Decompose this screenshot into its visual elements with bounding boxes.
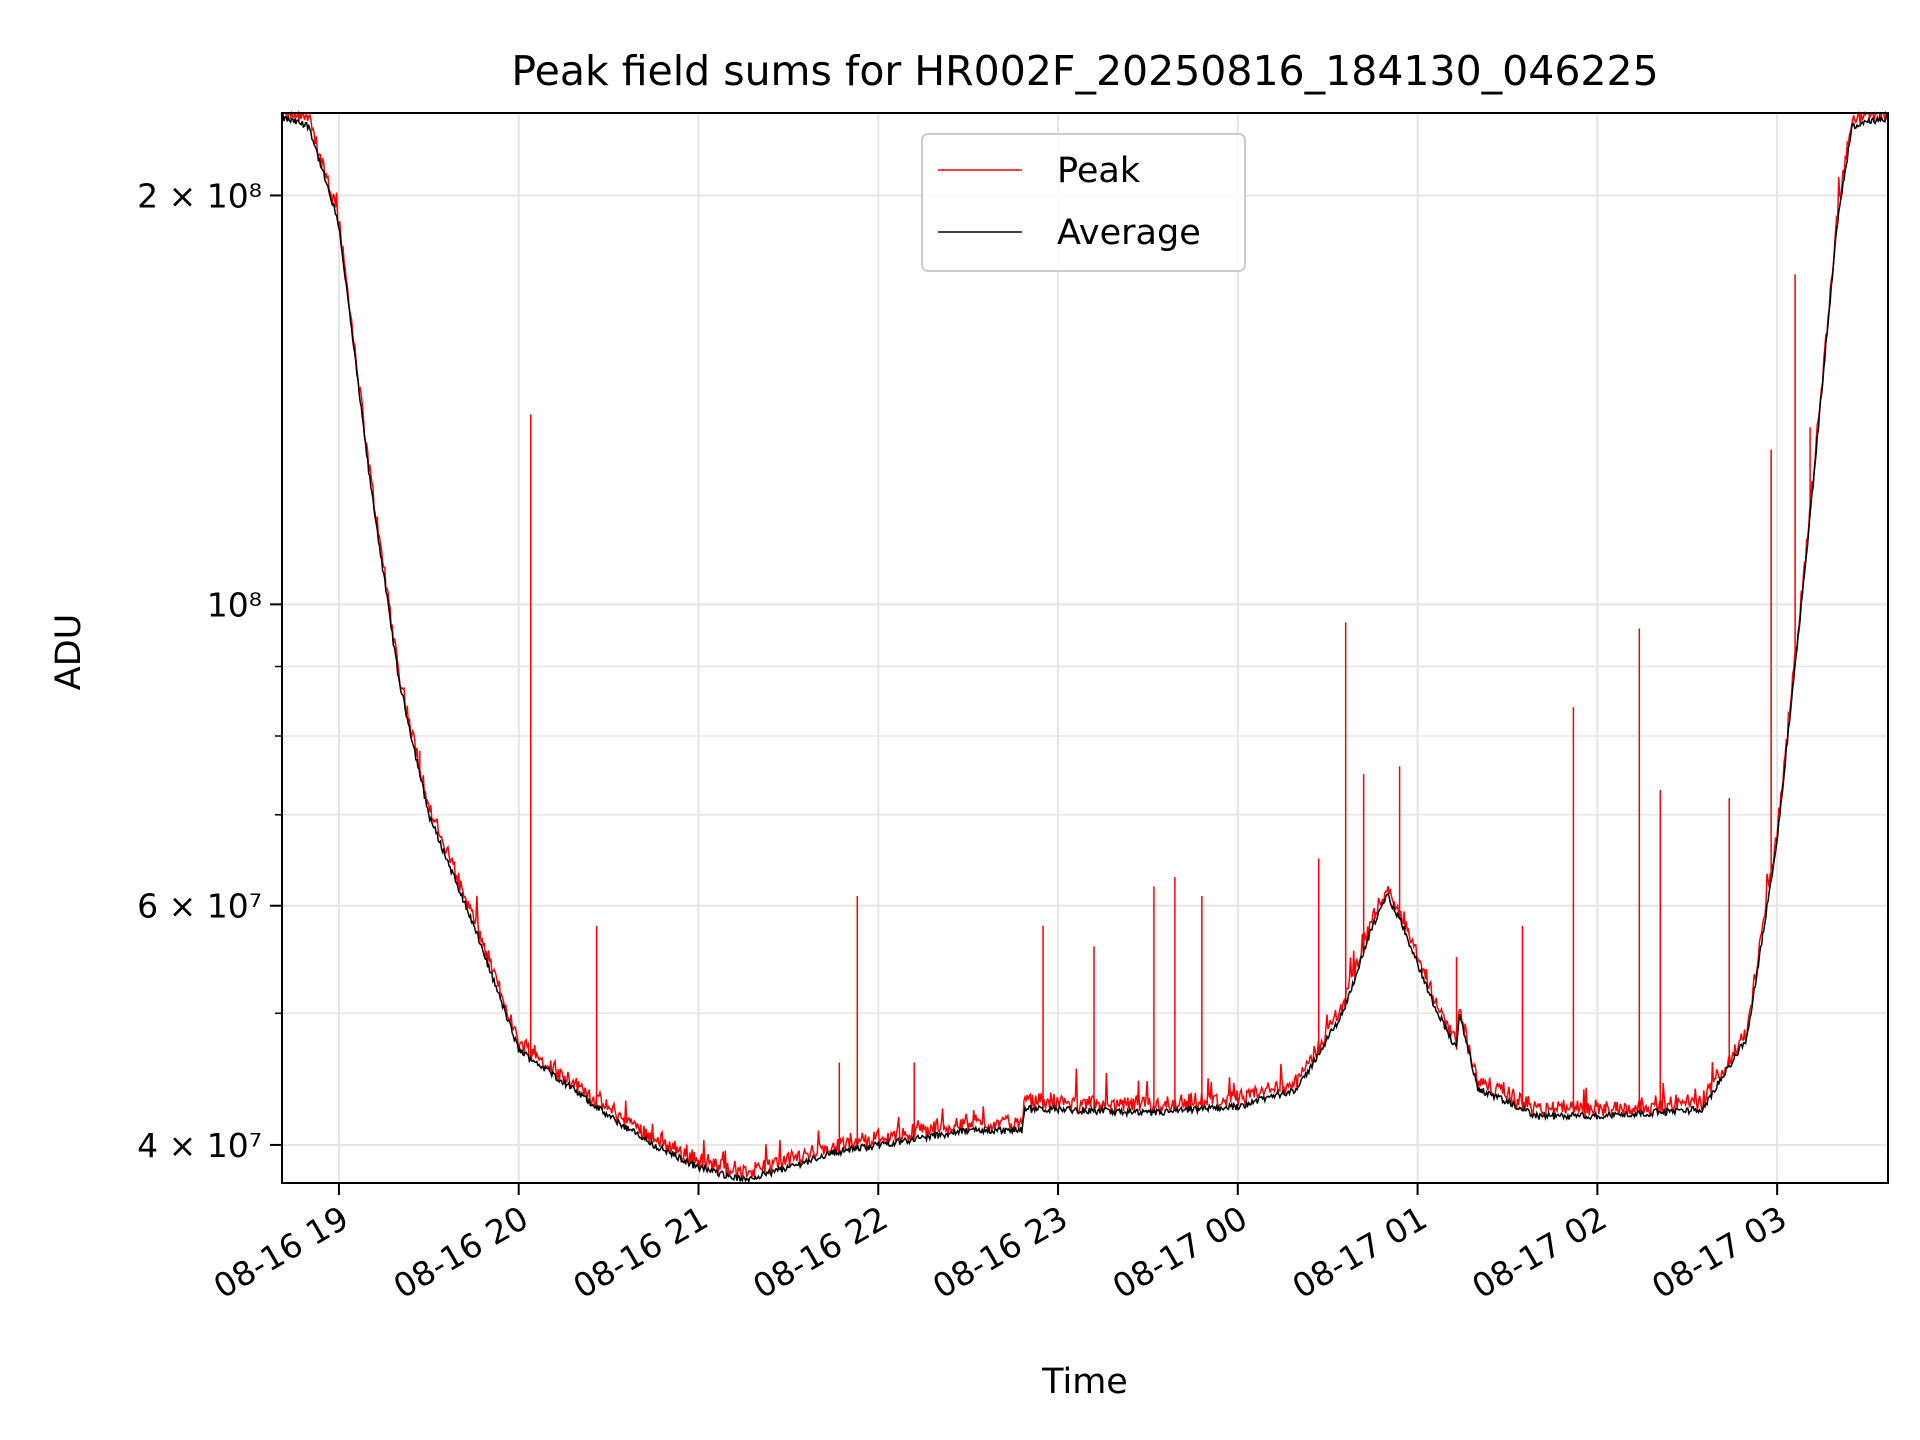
legend: Peak Average <box>921 133 1246 272</box>
legend-peak-label: Peak <box>1057 151 1141 191</box>
plot-frame <box>281 112 1889 1184</box>
x-tick-label: 08-16 20 <box>387 1198 535 1306</box>
chart-title: Peak field sums for HR002F_20250816_1841… <box>511 47 1658 95</box>
x-tick-label: 08-17 00 <box>1106 1198 1254 1306</box>
y-tick-label: 10⁸ <box>207 585 262 624</box>
x-tick-label: 08-16 21 <box>566 1198 714 1306</box>
x-tick-label: 08-17 02 <box>1465 1198 1613 1306</box>
x-axis-label: Time <box>1041 1362 1128 1402</box>
y-tick-label: 4 × 10⁷ <box>137 1126 262 1165</box>
legend-average-label: Average <box>1057 213 1201 253</box>
grid <box>282 113 1888 1183</box>
average-series-line <box>281 112 1889 1184</box>
ticks: 08-16 19 08-16 20 08-16 21 08-16 22 08-16 23… <box>137 176 1793 1306</box>
x-tick-label: 08-17 03 <box>1645 1198 1793 1306</box>
peak-series-line <box>282 110 1889 1181</box>
y-tick-label: 6 × 10⁷ <box>137 887 262 926</box>
series-layer <box>281 110 1889 1184</box>
x-tick-label: 08-16 23 <box>926 1198 1074 1306</box>
x-tick-label: 08-16 22 <box>746 1198 894 1306</box>
x-tick-label: 08-17 01 <box>1286 1198 1434 1306</box>
legend-box <box>921 133 1246 272</box>
x-tick-label: 08-16 19 <box>207 1198 355 1306</box>
y-tick-label: 2 × 10⁸ <box>137 176 262 215</box>
y-axis-label: ADU <box>49 614 89 691</box>
